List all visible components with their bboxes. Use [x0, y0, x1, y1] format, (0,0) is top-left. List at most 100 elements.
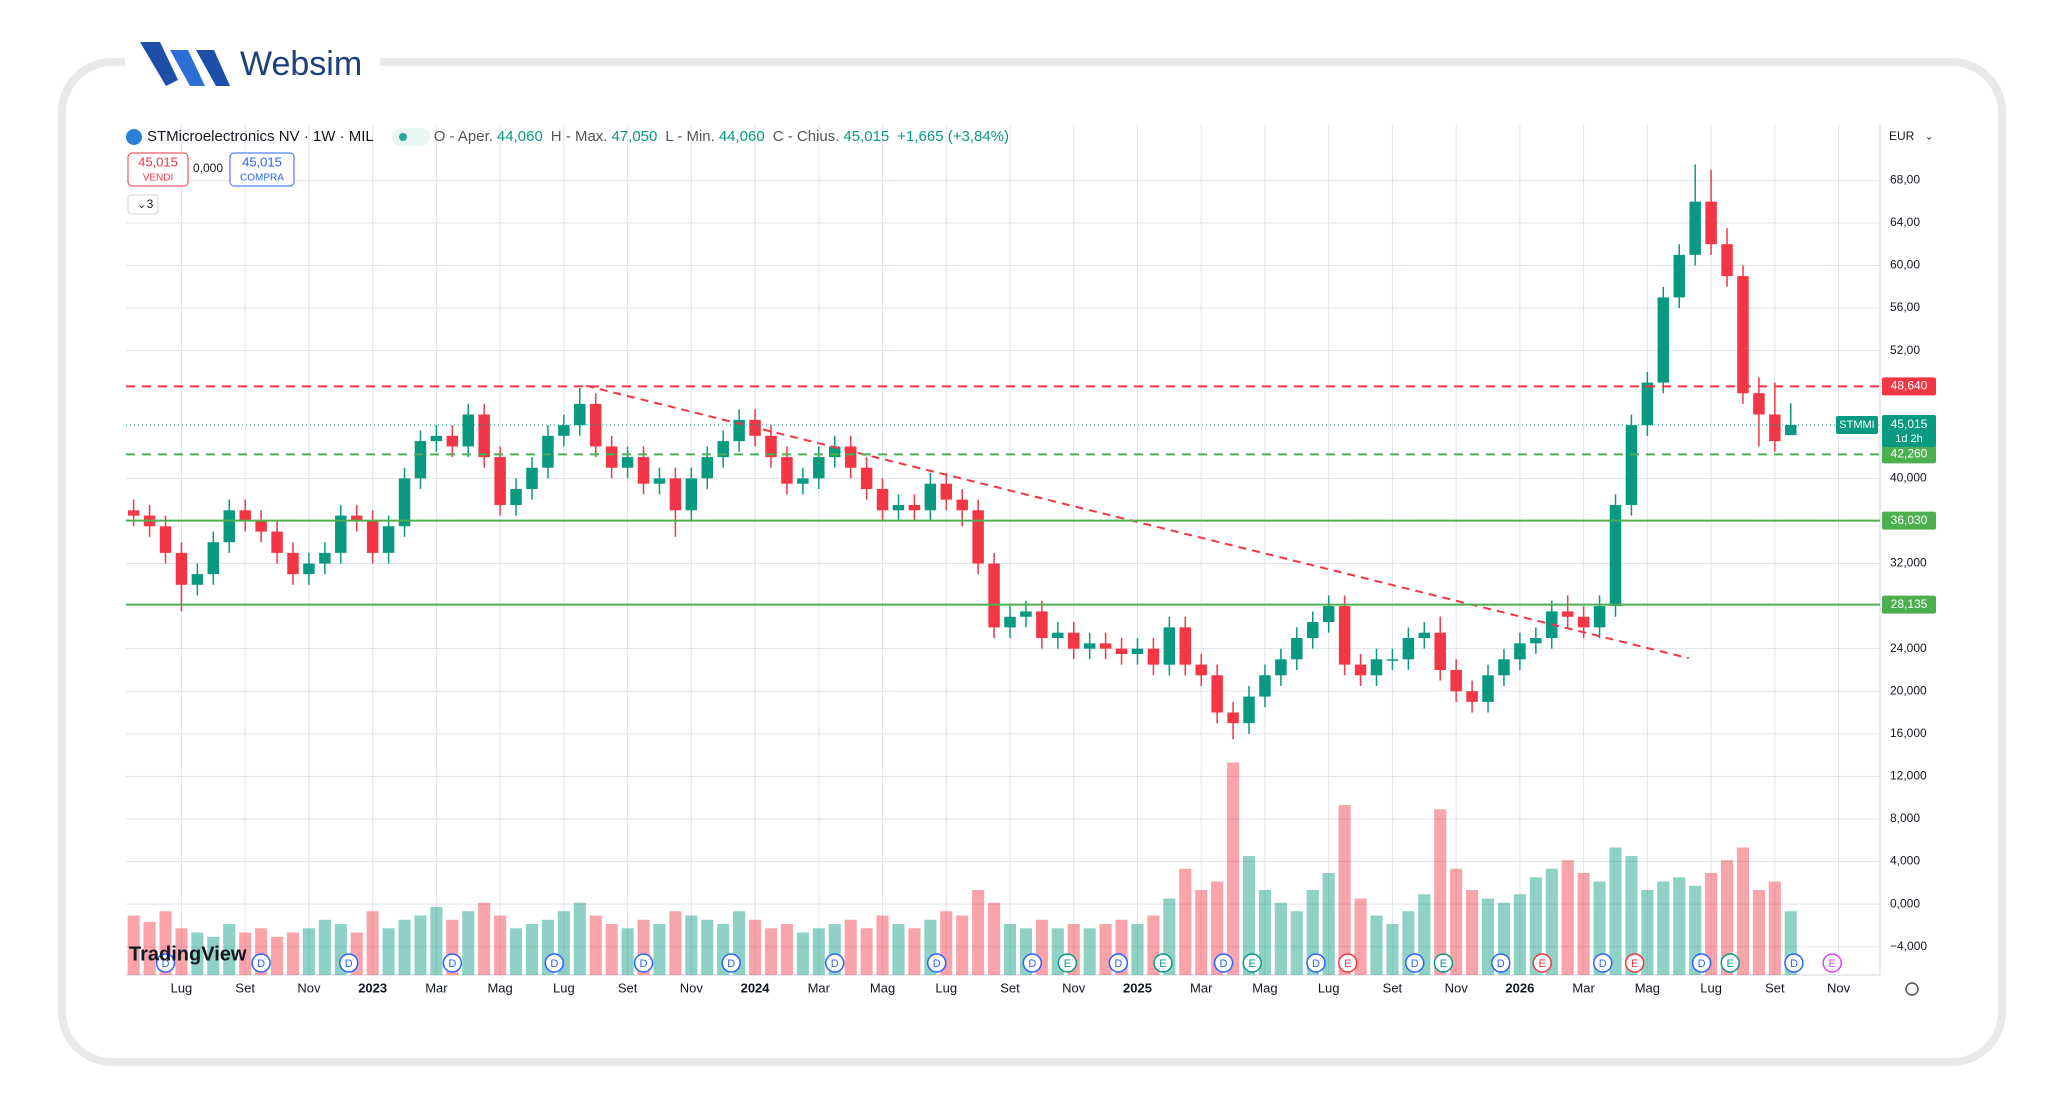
volume-bar: [1689, 885, 1702, 975]
candle-body: [414, 441, 427, 479]
candle-body: [988, 563, 1000, 628]
candle-body: [398, 478, 411, 527]
volume-bar: [764, 928, 778, 975]
volume-bar: [1434, 809, 1447, 975]
event-label: D: [1497, 958, 1505, 970]
y-tick-label: 68,00: [1890, 173, 1920, 187]
volume-bar: [972, 890, 985, 975]
candle-body: [1275, 659, 1287, 676]
ohlc-value: 44,060: [497, 128, 543, 145]
spread: 0,000: [193, 161, 223, 175]
event-marker: [1242, 953, 1262, 973]
last-price-badge: [1882, 414, 1936, 447]
candle-body: [1482, 675, 1494, 702]
event-marker: [1784, 953, 1804, 973]
candle-body: [1386, 659, 1399, 661]
currency: EUR: [1889, 129, 1915, 143]
candle-body: [1434, 632, 1446, 670]
volume-bar: [1593, 881, 1606, 975]
volume-bar: [1131, 924, 1144, 975]
x-tick-label: Set: [1000, 980, 1020, 995]
x-tick-label: Mag: [1252, 980, 1277, 995]
event-label: E: [1631, 958, 1638, 970]
event-label: D: [1411, 958, 1419, 970]
candle-body: [1561, 611, 1574, 617]
event-label: D: [162, 958, 170, 970]
volume-bar: [127, 915, 140, 975]
toggle-chevron: ⌄: [137, 199, 146, 211]
ohlc-value: 44,060: [719, 128, 765, 145]
level-label: 42,260: [1891, 446, 1928, 460]
event-marker: [1153, 953, 1173, 973]
candle-body: [1322, 606, 1335, 623]
candle-body: [478, 414, 490, 458]
volume-bar: [1673, 877, 1686, 975]
candle-body: [701, 457, 714, 479]
x-tick-label: Mar: [1190, 980, 1213, 995]
websim-logo: Websim: [140, 42, 362, 86]
volume-bar: [1466, 890, 1479, 975]
y-tick-label: 52,00: [1890, 343, 1920, 357]
candle-body: [1052, 632, 1064, 639]
event-marker: [1057, 953, 1078, 973]
volume-bar: [1481, 898, 1495, 975]
volume-bar: [892, 924, 905, 975]
indicator-toggle[interactable]: [127, 194, 159, 215]
sell-button[interactable]: [127, 152, 189, 187]
candle-body: [1068, 632, 1080, 649]
candle-body: [558, 425, 570, 436]
volume-bar: [1625, 856, 1638, 975]
candle-body: [940, 483, 953, 500]
x-tick-label: Lug: [171, 980, 193, 995]
volume-bar: [270, 936, 284, 975]
buy-button[interactable]: [229, 152, 295, 187]
x-tick-label: Lug: [1318, 980, 1340, 995]
event-marker: [1433, 953, 1454, 973]
candle-body: [892, 504, 905, 511]
volume-bar: [143, 921, 156, 975]
last-price-label: 45,015: [1891, 417, 1928, 431]
candle-body: [733, 419, 745, 442]
candle-body: [159, 526, 172, 553]
event-marker: [155, 953, 176, 973]
candle-body: [1338, 606, 1351, 665]
event-label: D: [1220, 958, 1228, 970]
volume-bar: [1418, 894, 1431, 975]
indicator-dot: [399, 133, 407, 141]
sell-price: 45,015: [138, 154, 178, 169]
settings-icon[interactable]: [1905, 982, 1919, 996]
event-marker: [339, 953, 359, 973]
event-marker: [1338, 953, 1358, 973]
volume-bar: [701, 919, 714, 975]
candle-body: [191, 574, 204, 585]
x-tick-label: Set: [1765, 980, 1785, 995]
event-label: D: [831, 958, 839, 970]
event-label: D: [1599, 958, 1607, 970]
level-label: 36,030: [1891, 513, 1928, 527]
y-tick-label: 20,000: [1890, 683, 1927, 697]
volume-bar: [414, 915, 427, 975]
volume-bar: [908, 928, 921, 975]
candle-body: [1259, 675, 1271, 697]
tradingview-logo: TradingView: [129, 943, 247, 965]
volume-bar: [1083, 928, 1096, 975]
candle-body: [924, 483, 937, 511]
candle-body: [1769, 414, 1781, 442]
volume-bar: [430, 907, 443, 975]
currency-select[interactable]: [1884, 126, 1936, 148]
y-tick-label: 56,00: [1890, 300, 1920, 314]
event-label: E: [1064, 958, 1071, 970]
volume-bar: [1705, 873, 1718, 975]
event-label: D: [1028, 958, 1036, 970]
y-tick-label: 12,000: [1890, 769, 1927, 783]
event-label: E: [1440, 958, 1447, 970]
logo-mark: [196, 50, 230, 86]
x-tick-label: Mag: [487, 980, 512, 995]
candle-body: [542, 435, 554, 468]
candle-body: [637, 457, 650, 484]
candle-body: [669, 478, 682, 511]
brand: Websim: [240, 45, 362, 83]
volume-bar: [1338, 805, 1351, 975]
candle-body: [239, 510, 251, 521]
candle-body: [1083, 643, 1096, 649]
